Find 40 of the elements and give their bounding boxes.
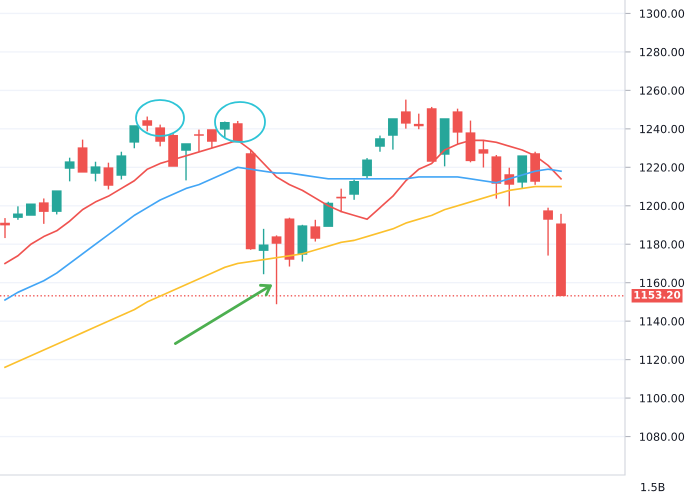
candlestick <box>26 203 36 216</box>
candlestick <box>0 217 10 239</box>
candlestick <box>336 188 346 214</box>
candlestick <box>310 219 320 242</box>
y-tick-label: 1260.00 <box>640 86 684 95</box>
line-series <box>4 166 562 301</box>
y-tick-label: 1240.00 <box>640 124 684 134</box>
y-tick-label: 1080.00 <box>640 432 684 441</box>
candlestick <box>362 157 372 180</box>
text: 1.5B <box>641 482 665 492</box>
candlestick <box>90 161 100 182</box>
line-series <box>4 186 562 368</box>
y-tick-label: 1140.00 <box>640 317 684 326</box>
candlestick <box>116 151 126 180</box>
y-tick-label: 1200.00 <box>640 202 684 210</box>
candlestick <box>104 162 114 190</box>
candlestick <box>349 179 359 201</box>
y-tick-label: 1120.00 <box>640 356 684 364</box>
candlestick <box>258 228 268 275</box>
candlestick <box>38 198 49 225</box>
candlestick <box>414 112 424 130</box>
candlestick <box>64 156 75 182</box>
candlestick <box>543 206 553 256</box>
candlestick <box>375 134 385 152</box>
y-tick-label: 1220.00 <box>640 163 684 172</box>
candlestick <box>388 118 398 150</box>
candlestick <box>323 201 334 228</box>
y-tick-label: 1180.00 <box>640 240 684 249</box>
candlestick <box>129 124 140 149</box>
y-tick-label: 1160.00 <box>640 278 684 288</box>
candlestick <box>220 120 230 140</box>
candlestick <box>52 190 62 216</box>
candlestick <box>142 116 152 132</box>
y-tick-label: 1300.00 <box>640 9 684 18</box>
y-tick-label: 1100.00 <box>640 394 684 402</box>
candlestick <box>13 206 23 221</box>
ref-line-label: 1153.20 <box>634 290 680 299</box>
candlestick <box>400 98 411 130</box>
candlestick <box>181 142 191 182</box>
y-tick-label: 1280.00 <box>640 48 684 56</box>
